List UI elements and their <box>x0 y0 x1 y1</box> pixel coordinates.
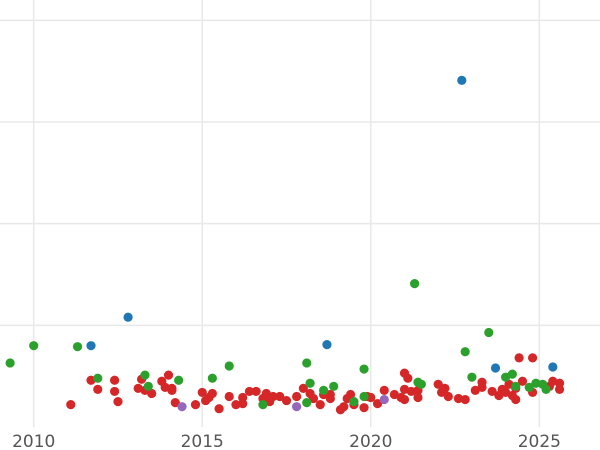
data-point-red <box>244 386 255 397</box>
data-point-red <box>443 391 453 402</box>
data-point-blue <box>548 362 558 372</box>
data-point-blue <box>322 340 332 350</box>
points-layer <box>5 75 565 415</box>
data-point-purple <box>379 394 389 405</box>
x-tick-label: 2010 <box>12 432 55 450</box>
data-point-green <box>467 372 477 382</box>
data-point-red <box>66 400 76 410</box>
data-point-green <box>349 396 359 407</box>
data-point-red <box>207 388 217 399</box>
x-tick-label: 2015 <box>181 432 224 450</box>
data-point-green <box>143 381 153 391</box>
data-point-red <box>238 392 248 403</box>
data-point-green <box>207 373 217 383</box>
data-point-red <box>298 383 308 393</box>
grid-layer <box>0 0 600 427</box>
data-point-red <box>372 399 383 409</box>
data-point-green <box>5 358 15 368</box>
data-point-red <box>433 379 443 389</box>
data-point-green <box>72 342 83 352</box>
data-point-green <box>507 369 517 379</box>
data-point-red <box>487 386 497 397</box>
data-point-red <box>554 378 565 388</box>
data-point-green <box>258 400 268 410</box>
data-point-red <box>275 391 285 402</box>
data-point-red <box>268 391 278 402</box>
data-point-red <box>147 388 157 399</box>
data-point-red <box>477 382 487 392</box>
data-point-red <box>197 387 207 398</box>
data-point-green <box>302 358 312 368</box>
x-tick-label: 2020 <box>349 432 392 450</box>
data-point-green <box>318 385 329 395</box>
data-point-red <box>292 391 302 402</box>
x-tick-label: 2025 <box>518 432 561 450</box>
data-point-green <box>410 279 420 289</box>
data-point-red <box>163 370 174 380</box>
data-point-red <box>167 385 177 395</box>
data-point-red <box>359 403 369 413</box>
data-point-red <box>231 400 241 410</box>
data-point-red <box>339 402 349 412</box>
data-point-red <box>379 385 389 395</box>
data-point-green <box>359 391 369 402</box>
data-point-red <box>366 392 376 403</box>
data-point-green <box>224 361 234 371</box>
data-point-red <box>251 386 261 397</box>
data-point-red <box>517 376 528 386</box>
data-point-red <box>527 353 538 363</box>
data-point-blue <box>123 312 133 322</box>
data-point-red <box>453 393 464 404</box>
data-point-green <box>140 370 150 380</box>
data-point-red <box>406 386 416 397</box>
data-point-blue <box>490 363 501 373</box>
data-point-red <box>511 394 521 405</box>
data-point-green <box>29 341 39 351</box>
data-point-red <box>214 404 224 414</box>
data-point-red <box>308 393 319 404</box>
data-point-red <box>93 384 103 394</box>
data-point-red <box>440 383 450 393</box>
data-point-green <box>460 347 470 357</box>
data-point-blue <box>86 341 96 351</box>
data-point-purple <box>177 402 187 412</box>
data-point-red <box>224 391 234 402</box>
data-point-red <box>190 400 201 410</box>
data-point-red <box>110 375 120 385</box>
x-axis: 2010 2015 2020 2025 <box>12 432 561 450</box>
data-point-red <box>399 394 410 405</box>
data-point-green <box>93 373 103 383</box>
data-point-red <box>345 389 356 400</box>
data-point-blue <box>457 75 467 85</box>
data-point-green <box>305 378 315 388</box>
data-point-red <box>170 398 180 408</box>
data-point-green <box>531 378 541 388</box>
data-point-green <box>541 384 551 394</box>
data-point-red <box>403 373 413 383</box>
data-point-red <box>113 396 123 407</box>
data-point-red <box>281 395 292 406</box>
data-point-red <box>413 392 423 403</box>
data-point-green <box>329 381 339 391</box>
data-point-red <box>110 386 120 397</box>
data-point-purple <box>292 402 302 412</box>
data-point-green <box>484 327 494 338</box>
data-point-green <box>302 398 312 408</box>
data-point-green <box>359 364 369 374</box>
data-point-red <box>514 353 524 363</box>
data-point-green <box>524 382 534 392</box>
data-point-red <box>325 389 335 400</box>
data-point-red <box>460 394 470 405</box>
data-point-green <box>174 375 184 385</box>
data-point-red <box>315 400 325 410</box>
data-point-green <box>511 381 521 391</box>
data-point-green <box>416 379 426 389</box>
